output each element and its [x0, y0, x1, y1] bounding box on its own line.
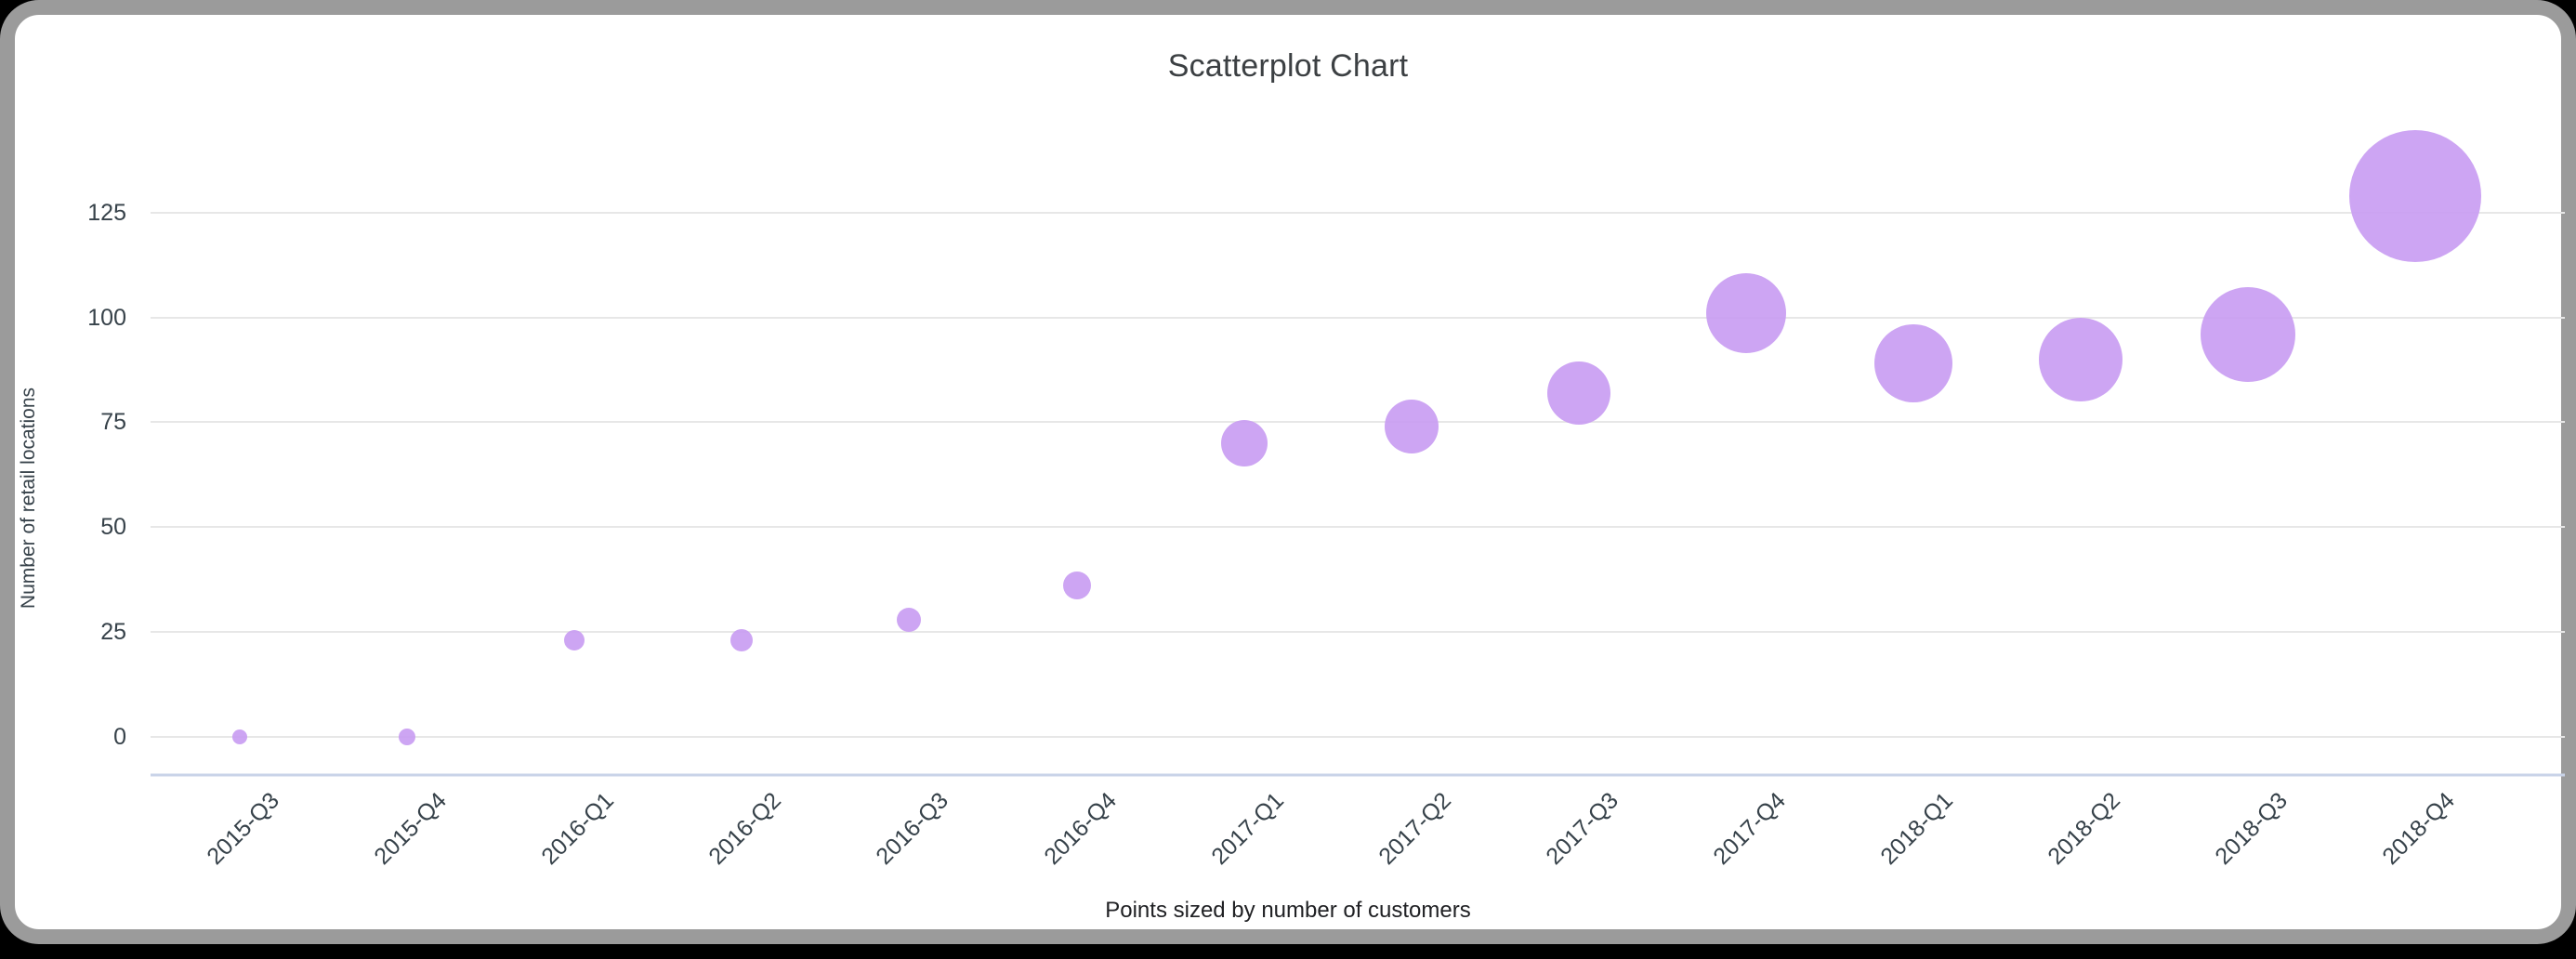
y-tick-label-50: 50	[100, 514, 126, 540]
scatter-plot-svg	[151, 130, 2565, 777]
data-point-2017-Q2[interactable]	[1385, 400, 1439, 453]
data-point-2016-Q1[interactable]	[564, 630, 585, 650]
data-point-2018-Q4[interactable]	[2349, 130, 2481, 262]
data-point-2015-Q3[interactable]	[232, 729, 247, 744]
data-point-2015-Q4[interactable]	[399, 729, 415, 745]
data-point-2018-Q3[interactable]	[2201, 287, 2295, 382]
y-tick-label-25: 25	[100, 619, 126, 645]
data-point-2017-Q3[interactable]	[1547, 361, 1610, 425]
data-point-2017-Q1[interactable]	[1221, 420, 1268, 466]
y-tick-label-125: 125	[87, 200, 126, 226]
y-tick-label-75: 75	[100, 409, 126, 435]
data-point-2016-Q4[interactable]	[1063, 571, 1091, 599]
size-legend-caption: Points sized by number of customers	[1105, 898, 1471, 923]
data-point-2016-Q3[interactable]	[897, 608, 921, 632]
chart-title: Scatterplot Chart	[1167, 48, 1409, 84]
data-point-2018-Q2[interactable]	[2039, 318, 2123, 401]
data-point-2018-Q1[interactable]	[1874, 324, 1952, 402]
data-point-2016-Q2[interactable]	[730, 629, 753, 651]
y-tick-label-100: 100	[87, 305, 126, 331]
y-tick-label-0: 0	[113, 724, 126, 750]
data-point-2017-Q4[interactable]	[1706, 273, 1786, 353]
